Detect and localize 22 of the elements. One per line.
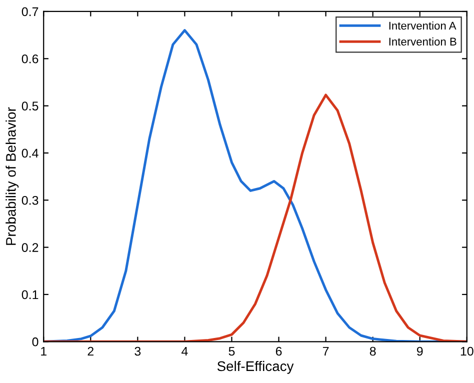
x-tick-label: 3	[134, 346, 141, 356]
x-tick-label: 10	[460, 346, 474, 356]
legend-label: Intervention A	[389, 21, 456, 30]
y-tick-label: 0.6	[22, 54, 38, 64]
y-tick-label: 0.4	[22, 148, 38, 158]
x-tick-label: 8	[370, 346, 376, 356]
y-tick-label: 0.3	[22, 196, 38, 205]
x-tick-label: 9	[416, 346, 423, 356]
x-tick-label: 4	[182, 346, 188, 356]
y-tick-label: 0.5	[22, 102, 38, 110]
x-tick-label: 2	[88, 346, 94, 356]
x-axis-title: Self-Efficacy	[217, 360, 294, 374]
x-tick-label: 5	[228, 346, 235, 356]
x-tick-label: 7	[322, 346, 329, 356]
y-tick-label: 0.1	[22, 290, 38, 300]
y-axis-title: Probability of Behavior	[6, 107, 19, 245]
x-tick-label: 1	[41, 346, 46, 356]
x-tick-label: 6	[276, 346, 282, 356]
y-tick-label: 0	[32, 337, 38, 346]
legend-label: Intervention B	[389, 37, 456, 46]
y-tick-label: 0.7	[22, 7, 38, 16]
y-tick-label: 0.2	[22, 243, 38, 252]
